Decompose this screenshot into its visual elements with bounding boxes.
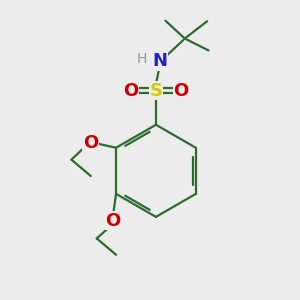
Text: H: H (137, 52, 148, 66)
Text: O: O (105, 212, 121, 230)
Text: O: O (83, 134, 98, 152)
Text: O: O (174, 82, 189, 100)
Text: O: O (123, 82, 138, 100)
Text: S: S (149, 82, 162, 100)
Text: N: N (152, 52, 167, 70)
